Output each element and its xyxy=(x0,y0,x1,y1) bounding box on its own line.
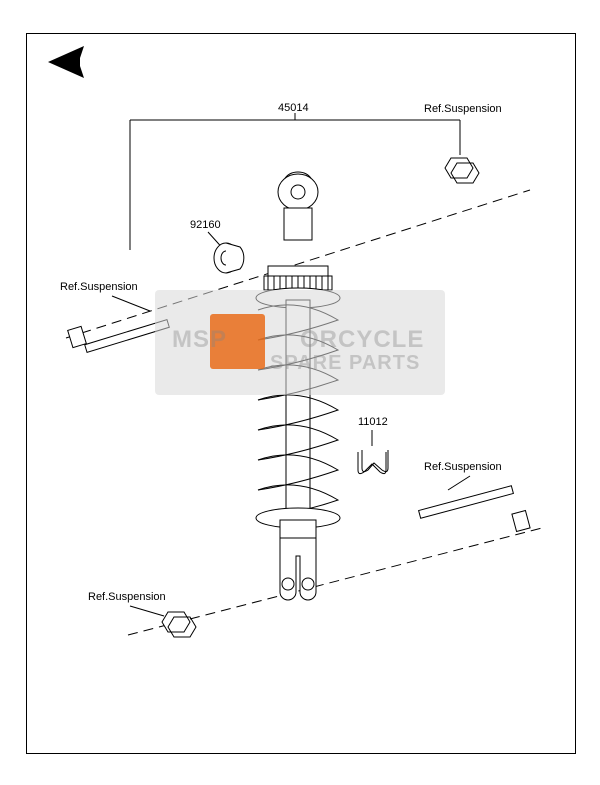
watermark-text-right: ORCYCLE xyxy=(300,326,424,354)
label-11012: 11012 xyxy=(358,416,388,428)
label-ref-top-right: Ref.Suspension xyxy=(424,103,502,115)
label-ref-bot-left: Ref.Suspension xyxy=(88,591,166,603)
clip-icon xyxy=(358,450,388,474)
direction-arrow-icon xyxy=(48,46,84,78)
label-45014: 45014 xyxy=(278,102,309,114)
label-92160: 92160 xyxy=(190,219,221,231)
label-ref-mid-left: Ref.Suspension xyxy=(60,281,138,293)
bushing-icon xyxy=(214,243,244,273)
bolt-right-icon xyxy=(419,486,530,532)
nut-bottom-icon xyxy=(162,612,196,637)
nut-top-icon xyxy=(445,158,479,183)
watermark-text-left: MSP xyxy=(172,326,227,354)
label-ref-mid-right: Ref.Suspension xyxy=(424,461,502,473)
watermark-text-bottom: SPARE PARTS xyxy=(270,352,420,375)
